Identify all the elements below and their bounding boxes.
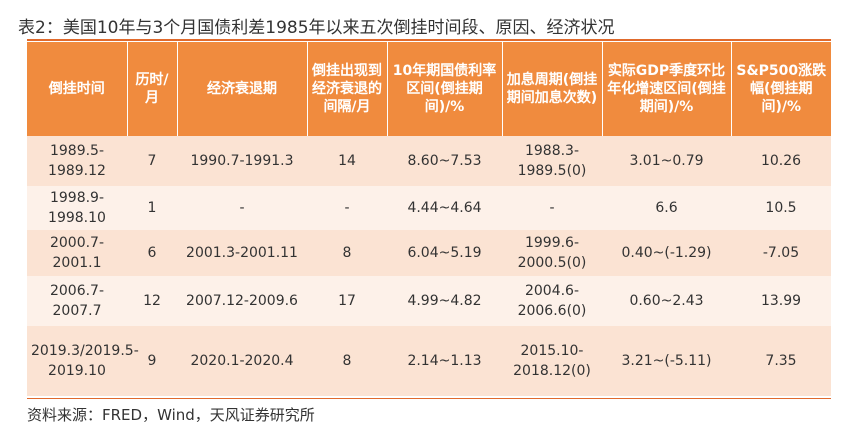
table-cell: 6	[127, 230, 177, 276]
table-cell: 2000.7-2001.1	[27, 230, 127, 276]
table-cell: 9	[127, 326, 177, 396]
table-row: 2019.3/2019.5-2019.10 9 2020.1-2020.4 8 …	[27, 326, 831, 396]
table-cell: 4.44~4.64	[387, 186, 502, 230]
table-cell: 2004.6-2006.6(0)	[502, 276, 602, 326]
table-cell: 3.01~0.79	[602, 136, 731, 186]
table-row: 1998.9-1998.10 1 - - 4.44~4.64 - 6.6 10.…	[27, 186, 831, 230]
table-cell: 2020.1-2020.4	[177, 326, 307, 396]
bottom-rule	[27, 398, 831, 399]
header-cell: S&P500涨跌幅(倒挂期间)/%	[731, 42, 831, 136]
table-row: 1989.5-1989.12 7 1990.7-1991.3 14 8.60~7…	[27, 136, 831, 186]
source-note: 资料来源：FRED，Wind，天风证券研究所	[27, 406, 315, 424]
table-cell: 7.35	[731, 326, 831, 396]
table-row: 2000.7-2001.1 6 2001.3-2001.11 8 6.04~5.…	[27, 230, 831, 276]
table-cell: 13.99	[731, 276, 831, 326]
table-cell: 2015.10-2018.12(0)	[502, 326, 602, 396]
table-cell: 1998.9-1998.10	[27, 186, 127, 230]
table-cell: 12	[127, 276, 177, 326]
header-cell: 加息周期(倒挂期间加息次数)	[502, 42, 603, 136]
table-cell: 14	[307, 136, 387, 186]
table-cell: 0.40~(-1.29)	[602, 230, 731, 276]
table-cell: 0.60~2.43	[602, 276, 731, 326]
table-cell: 3.21~(-5.11)	[602, 326, 731, 396]
table-cell: 2019.3/2019.5-2019.10	[27, 326, 139, 396]
table-cell: 6.04~5.19	[387, 230, 502, 276]
table-title: 表2：美国10年与3个月国债利差1985年以来五次倒挂时间段、原因、经济状况	[18, 18, 615, 38]
header-cell: 10年期国债利率区间(倒挂期间)/%	[387, 42, 503, 136]
header-cell: 经济衰退期	[177, 42, 308, 136]
table-cell: 8.60~7.53	[387, 136, 502, 186]
inversion-table: 倒挂时间 历时/月 经济衰退期 倒挂出现到经济衰退的间隔/月 10年期国债利率区…	[27, 42, 831, 396]
header-cell: 倒挂出现到经济衰退的间隔/月	[307, 42, 388, 136]
table-cell: 4.99~4.82	[387, 276, 502, 326]
table-cell: 2.14~1.13	[387, 326, 502, 396]
table-cell: 1990.7-1991.3	[177, 136, 307, 186]
header-cell: 历时/月	[127, 42, 178, 136]
table-cell: -	[307, 186, 387, 230]
table-cell: -	[177, 186, 307, 230]
top-rule	[27, 39, 831, 41]
table-cell: 10.5	[731, 186, 831, 230]
table-cell: 8	[307, 326, 387, 396]
table-cell: 2006.7-2007.7	[27, 276, 127, 326]
table-cell: 10.26	[731, 136, 831, 186]
header-row: 倒挂时间 历时/月 经济衰退期 倒挂出现到经济衰退的间隔/月 10年期国债利率区…	[27, 42, 831, 136]
header-cell: 实际GDP季度环比年化增速区间(倒挂期间)/%	[602, 42, 732, 136]
table-cell: 6.6	[602, 186, 731, 230]
table-cell: 17	[307, 276, 387, 326]
table-cell: 1988.3-1989.5(0)	[502, 136, 602, 186]
table-cell: 1	[127, 186, 177, 230]
table-cell: 7	[127, 136, 177, 186]
table-cell: -7.05	[731, 230, 831, 276]
table-cell: 1999.6-2000.5(0)	[502, 230, 602, 276]
table-cell: 2007.12-2009.6	[177, 276, 307, 326]
header-cell: 倒挂时间	[27, 42, 128, 136]
table-row: 2006.7-2007.7 12 2007.12-2009.6 17 4.99~…	[27, 276, 831, 326]
table-cell: 8	[307, 230, 387, 276]
table-cell: -	[502, 186, 602, 230]
table-cell: 1989.5-1989.12	[27, 136, 127, 186]
table-cell: 2001.3-2001.11	[177, 230, 307, 276]
